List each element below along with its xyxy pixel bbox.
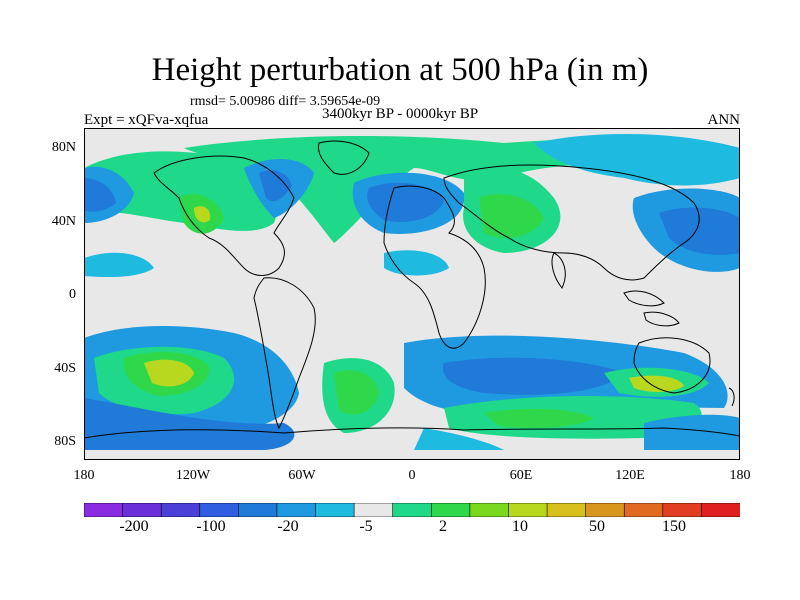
coastline [84,427,740,439]
contour-region [484,408,594,428]
y-tick-label: 40N [51,214,76,229]
contour-region [534,133,740,186]
coastline [253,277,316,430]
x-tick-label: 120E [615,468,645,483]
colorbar-swatch [508,503,548,517]
contour-region [194,206,211,223]
colorbar-swatch [122,503,162,517]
contour-region [629,375,684,392]
colorbar-label: 150 [662,518,686,535]
x-tick-label: 60E [509,468,533,483]
coastline [153,155,295,276]
coastline [317,140,370,175]
stats-text: rmsd= 5.00986 diff= 3.59654e-09 [190,94,381,109]
map-panel [84,128,740,460]
colorbar-swatch [392,503,433,517]
coastline [623,290,665,307]
colorbar-swatch [353,503,394,517]
y-tick-label: 0 [69,287,76,302]
figure-title: Height perturbation at 500 hPa (in m) [151,52,649,88]
x-tick-label: 180 [729,468,751,483]
colorbar-label: 50 [589,518,605,535]
contour-region [479,194,544,238]
colorbar-swatch [469,503,510,517]
colorbar-swatch [430,503,471,517]
contour-region [659,207,740,255]
colorbar-swatch [160,503,201,517]
y-tick-label: 40S [54,361,76,376]
contour-region [84,398,295,450]
colorbar-label: -20 [277,518,299,535]
colorbar-swatch [585,503,626,517]
contour-region [84,252,154,278]
coastline-layer [84,140,740,439]
coastline [643,311,680,327]
coastline [633,337,711,394]
coastline [443,164,700,281]
contour-region [84,178,116,212]
map-frame [84,128,740,460]
colorbar-swatch [623,503,664,517]
colorbar-swatch [276,503,317,517]
contour-region [367,182,444,222]
contour-region [84,151,278,231]
contour-region [644,414,740,450]
y-tick-label: 80S [54,434,76,449]
coastline [551,252,566,289]
colorbar-swatch [546,503,587,517]
colorbar-swatch [701,503,740,517]
x-tick-label: 0 [408,468,416,483]
x-tick-label: 120W [175,468,211,483]
contour-region [144,359,194,387]
colorbar-label: -100 [196,518,226,535]
contour-region [384,250,449,276]
colorbar-swatch [238,503,278,517]
coastline [728,387,735,407]
y-tick-label: 80N [51,140,76,155]
contour-region [334,370,379,415]
x-tick-label: 180 [73,468,95,483]
experiment-label: Expt = xQFva-xqfua [84,112,209,128]
contour-fill-layer [84,133,740,450]
season-label: ANN [707,112,741,128]
colorbar-label: -200 [119,518,149,535]
colorbar [84,503,740,517]
contour-region [414,428,504,450]
contour-region [443,357,624,395]
colorbar-swatch [315,503,355,517]
colorbar-label: 2 [439,518,447,535]
colorbar-swatch [84,503,124,517]
colorbar-swatch [662,503,703,517]
coastline [383,185,486,349]
x-tick-label: 60W [288,468,316,483]
colorbar-swatch [199,503,240,517]
contour-region [259,170,292,202]
colorbar-label: 10 [512,518,528,535]
period-text: 3400kyr BP - 0000kyr BP [321,106,479,122]
colorbar-label: -5 [359,518,373,535]
